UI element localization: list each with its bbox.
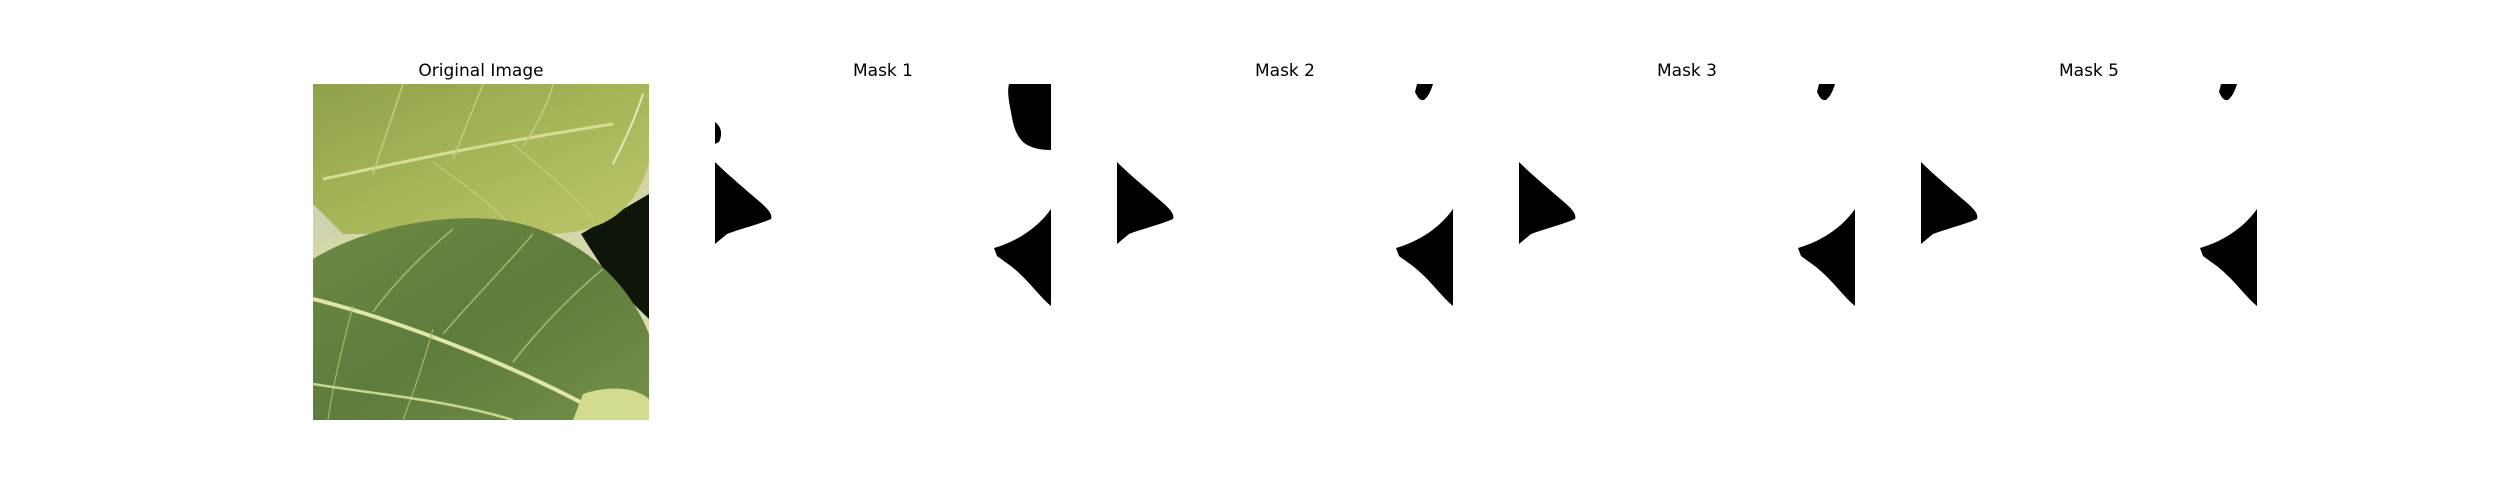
mask-1-image: [715, 84, 1051, 420]
panel-title: Mask 5: [2058, 61, 2119, 81]
panel-title: Mask 1: [852, 61, 913, 81]
panel-mask-5: Mask 5: [1921, 58, 2257, 420]
mask-3-image: [1519, 84, 1855, 420]
panel-mask-3: Mask 3: [1519, 58, 1855, 420]
mask-5-image: [1921, 84, 2257, 420]
panel-mask-1: Mask 1: [715, 58, 1051, 420]
panel-original-image: Original Image: [313, 58, 649, 420]
original-leaf-photo: [313, 84, 649, 420]
panel-title: Mask 3: [1656, 61, 1717, 81]
panel-title: Mask 2: [1254, 61, 1315, 81]
mask-2-image: [1117, 84, 1453, 420]
panel-mask-2: Mask 2: [1117, 58, 1453, 420]
panel-title: Original Image: [418, 61, 544, 81]
